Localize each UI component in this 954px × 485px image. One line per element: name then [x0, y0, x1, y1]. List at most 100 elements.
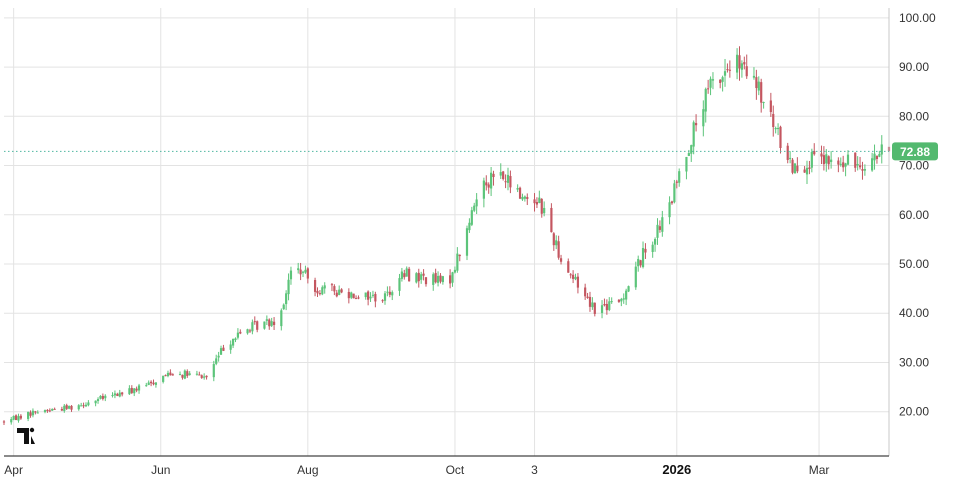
y-tick-label: 70.00 [899, 159, 929, 173]
candle-up [338, 285, 341, 296]
candle-up [99, 395, 102, 400]
candle-up [350, 291, 353, 300]
candle-down [550, 203, 553, 233]
y-tick-label: 60.00 [899, 208, 929, 222]
x-tick-label: Apr [4, 463, 23, 477]
candle-down [518, 186, 522, 200]
candle-up [456, 247, 459, 273]
candle-up [154, 382, 158, 388]
candle-down [335, 289, 338, 298]
candle-up [371, 290, 375, 298]
candle-up [499, 163, 502, 180]
candle-down [417, 268, 420, 288]
candle-up [620, 297, 623, 307]
candle-up [391, 290, 394, 301]
x-tick-label: Oct [446, 463, 465, 477]
candle-down [803, 166, 806, 173]
candle-up [740, 60, 744, 78]
candle-down [248, 328, 252, 333]
candle-down [559, 254, 563, 265]
candle-up [871, 152, 874, 172]
candle-down [82, 402, 85, 409]
last-price-label: 72.88 [900, 145, 930, 159]
candle-up [51, 408, 54, 411]
last-price-badge [892, 142, 938, 161]
candle-down [487, 182, 490, 194]
candle-down [644, 243, 647, 259]
candle-down [53, 407, 56, 410]
candle-up [735, 48, 739, 80]
candle-down [354, 295, 358, 300]
candle-down [779, 125, 782, 154]
candle-up [789, 151, 792, 164]
candle-down [552, 232, 555, 251]
candle-up [774, 126, 777, 134]
candle-up [128, 385, 131, 395]
candle-up [188, 371, 191, 376]
candle-down [239, 329, 242, 335]
candle-down [48, 408, 51, 413]
candle-up [265, 315, 268, 326]
candle-down [861, 161, 864, 180]
candle-down [306, 267, 309, 284]
candle-down [253, 316, 256, 325]
candle-down [46, 409, 49, 413]
candle-up [215, 354, 218, 366]
candle-up [878, 150, 881, 158]
candle-up [297, 262, 300, 274]
x-tick-label: 3 [531, 463, 538, 477]
candle-down [299, 262, 302, 281]
candle-down [572, 270, 575, 284]
candle-up [453, 266, 457, 274]
candle-down [670, 200, 674, 205]
candle-down [808, 160, 811, 175]
candle-up [400, 267, 403, 282]
candle-down [593, 302, 596, 317]
candle-down [639, 259, 642, 268]
candle-down [694, 114, 698, 132]
candle-layer [2, 46, 891, 425]
candle-down [675, 179, 678, 189]
candle-up [690, 144, 693, 162]
candle-down [586, 292, 589, 299]
candle-up [162, 375, 165, 384]
candle-up [31, 408, 35, 418]
candle-down [603, 298, 606, 307]
candle-down [439, 273, 442, 284]
candle-up [600, 300, 604, 319]
candle-up [475, 193, 478, 215]
candle-up [776, 123, 780, 136]
x-tick-label: Aug [297, 463, 318, 477]
candle-up [468, 218, 471, 233]
candle-down [101, 393, 104, 401]
candle-down [19, 414, 22, 420]
candle-up [844, 162, 847, 177]
candle-down [540, 198, 543, 218]
candle-up [27, 411, 30, 422]
candle-up [84, 402, 88, 408]
candle-up [219, 345, 223, 355]
candle-up [678, 168, 681, 187]
candle-up [863, 164, 866, 176]
candle-up [634, 261, 637, 290]
candle-up [113, 390, 117, 399]
candle-up [133, 388, 136, 397]
candle-up [692, 120, 695, 155]
candle-up [555, 235, 558, 250]
candle-down [738, 46, 741, 81]
candle-up [369, 292, 372, 302]
candle-up [810, 148, 813, 173]
x-tick-label: 2026 [662, 462, 691, 477]
candle-up [637, 255, 640, 272]
candle-down [745, 54, 748, 79]
candle-down [70, 405, 73, 412]
candle-up [270, 317, 273, 328]
candle-down [34, 410, 37, 415]
candle-down [135, 386, 138, 393]
candle-down [769, 92, 772, 117]
candle-down [14, 414, 18, 421]
x-tick-label: Mar [809, 463, 830, 477]
candle-down [347, 288, 350, 304]
